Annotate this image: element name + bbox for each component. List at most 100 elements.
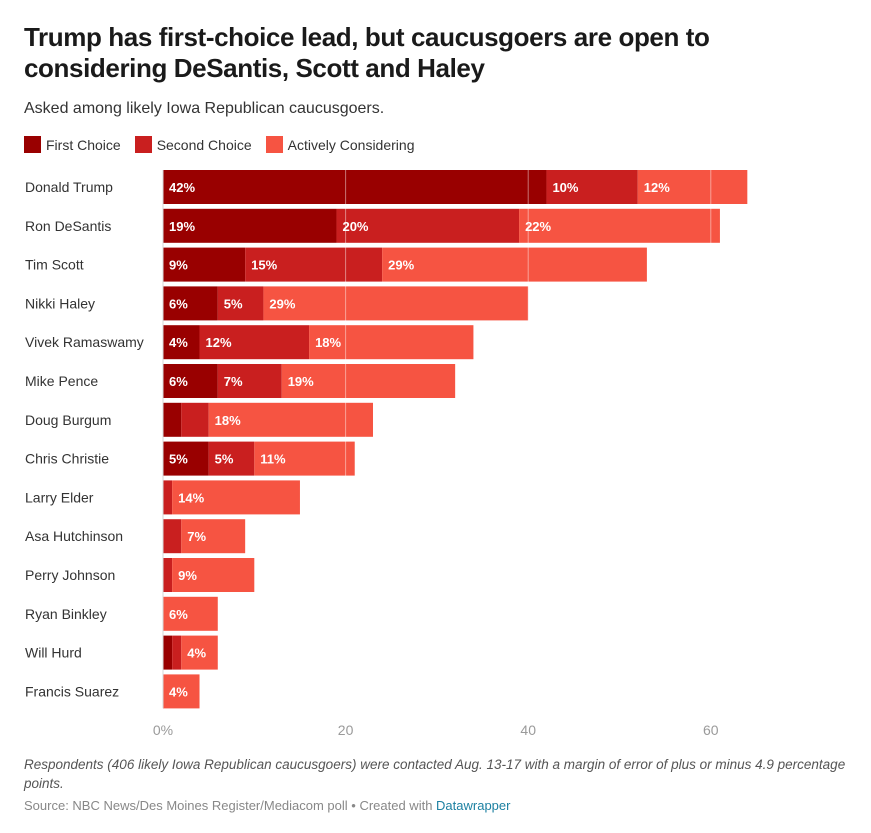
bar-segment-second-choice: [199, 325, 310, 360]
bar-segment-actively-considering: [181, 635, 218, 670]
bar-value-label: 12%: [644, 180, 670, 195]
bar-segment-second-choice: [163, 558, 173, 592]
bar-value-label: 18%: [315, 335, 341, 350]
bar-row: Ryan Binkley: [25, 596, 218, 631]
gridlines: [162, 170, 712, 709]
bar-segment-first-choice: [163, 402, 182, 437]
bar-row: Mike Pence: [25, 364, 456, 398]
category-label: Chris Christie: [25, 451, 109, 467]
x-tick-label: 40: [520, 722, 536, 738]
x-tick-label: 0%: [153, 722, 173, 738]
bar-value-label: 4%: [169, 684, 188, 699]
bar-row: Tim Scott: [25, 247, 647, 282]
bar-segment-first-choice: [163, 208, 337, 243]
bar-row: Nikki Haley: [25, 286, 529, 321]
bar-row: Francis Suarez: [25, 674, 200, 709]
legend-label: Actively Considering: [287, 136, 415, 153]
legend-item-first-choice: First Choice: [24, 136, 121, 153]
legend-label: Second Choice: [156, 136, 252, 153]
bar-value-label: 14%: [178, 490, 204, 505]
bar-row: Perry Johnson: [25, 558, 255, 592]
bar-segment-actively-considering: [281, 364, 456, 398]
legend-item-second-choice: Second Choice: [134, 136, 252, 153]
bar-value-label: 7%: [224, 374, 243, 389]
category-label: Mike Pence: [25, 373, 98, 389]
category-label: Doug Burgum: [25, 412, 111, 428]
bar-segment-second-choice: [245, 247, 383, 282]
bar-value-labels: 42% 10% 12% 19% 20% 22% 9% 15% 29% 6% 5% 29% 4% 12% 18…: [169, 180, 670, 699]
category-label: Donald Trump: [25, 179, 113, 195]
bar-segment-actively-considering: [181, 519, 246, 554]
legend-swatch-first-choice: [24, 136, 41, 153]
bar-value-label: 5%: [224, 296, 243, 311]
chart-title: Trump has first-choice lead, but caucusg…: [24, 22, 710, 83]
legend: First Choice Second Choice Actively Cons…: [24, 136, 414, 153]
bar-segment-second-choice: [172, 635, 182, 670]
bar-row: Larry Elder: [25, 480, 300, 515]
bar-value-label: 15%: [251, 258, 277, 273]
category-label: Nikki Haley: [25, 295, 95, 311]
datawrapper-link[interactable]: Datawrapper: [436, 798, 511, 813]
bar-row: Asa Hutchinson: [25, 519, 246, 554]
category-label: Will Hurd: [25, 645, 82, 661]
bar-segment-actively-considering: [519, 208, 720, 243]
bar-segment-second-choice: [546, 170, 638, 204]
legend-swatch-actively-considering: [265, 136, 283, 153]
bar-segment-first-choice: [163, 635, 173, 670]
bar-value-label: 19%: [288, 374, 314, 389]
bar-segment-first-choice: [163, 286, 218, 321]
bar-segment-second-choice: [163, 480, 173, 515]
bar-segment-actively-considering: [382, 247, 647, 282]
bar-segment-second-choice: [336, 208, 520, 243]
bar-segment-first-choice: [163, 247, 246, 282]
bar-value-label: 18%: [215, 413, 241, 428]
category-label: Francis Suarez: [25, 683, 119, 699]
bar-value-label: 20%: [342, 219, 368, 234]
bar-row: Doug Burgum: [25, 402, 373, 437]
bar-value-label: 5%: [215, 452, 234, 467]
bar-row: Vivek Ramaswamy: [25, 325, 474, 360]
bar-value-label: 6%: [169, 374, 188, 389]
bar-segment-second-choice: [163, 519, 182, 554]
stacked-bar-chart: Donald Trump Ron DeSantis Tim Scott Nikki H…: [25, 170, 748, 738]
category-label: Tim Scott: [25, 257, 84, 273]
bar-row: Donald Trump: [25, 170, 748, 204]
category-label: Asa Hutchinson: [25, 528, 123, 544]
bar-value-label: 29%: [388, 258, 414, 273]
bar-segment-actively-considering: [208, 402, 373, 437]
bar-segment-actively-considering: [163, 596, 218, 631]
bar-segment-actively-considering: [309, 325, 474, 360]
category-label: Perry Johnson: [25, 567, 115, 583]
bar-segment-second-choice: [217, 364, 282, 398]
category-label: Ron DeSantis: [25, 218, 111, 234]
bar-segment-second-choice: [208, 441, 255, 476]
chart-source: Source: NBC News/Des Moines Register/Med…: [24, 798, 510, 813]
source-text: Source: NBC News/Des Moines Register/Med…: [24, 798, 437, 813]
bar-value-label: 4%: [169, 335, 188, 350]
bar-value-label: 29%: [269, 296, 295, 311]
bar-segment-second-choice: [181, 402, 209, 437]
bar-value-label: 42%: [169, 180, 195, 195]
bar-rows: Donald Trump Ron DeSantis Tim Scott Nikki H…: [25, 170, 748, 709]
bar-segment-actively-considering: [263, 286, 529, 321]
x-tick-label: 20: [338, 722, 354, 738]
bar-segment-actively-considering: [172, 480, 300, 515]
bar-segment-first-choice: [163, 170, 547, 204]
bar-segment-actively-considering: [163, 674, 200, 709]
bar-value-label: 19%: [169, 219, 195, 234]
bar-row: Will Hurd: [25, 635, 218, 670]
bar-segment-actively-considering: [254, 441, 355, 476]
x-axis: 0% 20 40 60: [153, 722, 719, 738]
bar-segment-actively-considering: [172, 558, 255, 592]
bar-row: Chris Christie: [25, 441, 355, 476]
bar-value-label: 6%: [169, 296, 188, 311]
category-label: Vivek Ramaswamy: [25, 334, 144, 350]
category-label: Larry Elder: [25, 489, 94, 505]
bar-value-label: 10%: [552, 180, 578, 195]
x-tick-label: 60: [703, 722, 719, 738]
bar-value-label: 11%: [260, 452, 286, 467]
bar-segment-second-choice: [217, 286, 264, 321]
bar-value-label: 22%: [525, 219, 551, 234]
bar-value-label: 4%: [187, 646, 206, 661]
bar-value-label: 7%: [187, 529, 206, 544]
